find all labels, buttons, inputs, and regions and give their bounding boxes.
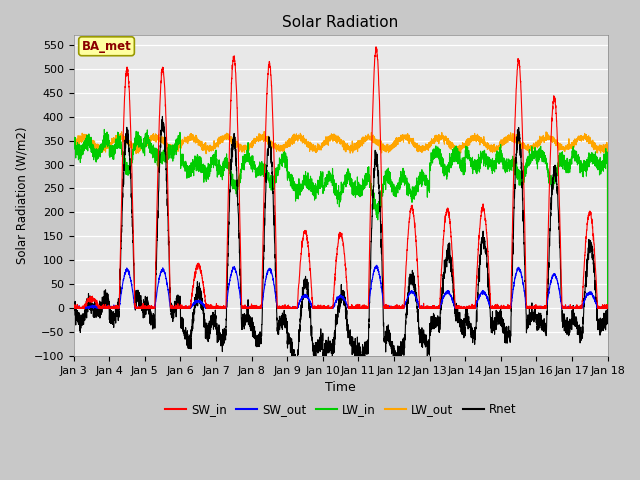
LW_in (100, 127, 108, 132)
Line: SW_in: SW_in (74, 47, 607, 308)
Rnet (321, 348, 328, 354)
SW_in (604, 305, 611, 311)
SW_out (431, 304, 438, 310)
Text: BA_met: BA_met (82, 40, 131, 53)
LW_out (603, 145, 611, 151)
SW_in (431, 305, 438, 311)
SW_in (70, 305, 77, 311)
X-axis label: Time: Time (325, 381, 356, 394)
SW_out (166, 298, 173, 303)
Rnet (166, 288, 173, 294)
Rnet (159, 114, 166, 120)
Rnet (491, 331, 499, 337)
LW_out (431, 138, 438, 144)
LW_out (321, 139, 328, 144)
Rnet (70, 307, 77, 313)
Y-axis label: Solar Radiation (W/m2): Solar Radiation (W/m2) (15, 127, 28, 264)
SW_out (321, 305, 328, 311)
LW_in (460, 167, 468, 172)
LW_out (491, 149, 499, 155)
SW_in (372, 44, 380, 50)
SW_in (321, 303, 328, 309)
SW_out (460, 305, 468, 311)
LW_out (604, 305, 611, 311)
SW_in (603, 301, 611, 307)
Line: SW_out: SW_out (74, 265, 607, 308)
LW_in (604, 305, 611, 311)
SW_in (460, 305, 468, 311)
Line: LW_in: LW_in (74, 130, 607, 308)
LW_in (70, 141, 77, 146)
Line: Rnet: Rnet (74, 117, 607, 370)
LW_in (321, 180, 328, 186)
SW_out (70, 305, 78, 311)
Rnet (460, 334, 468, 340)
LW_in (491, 160, 499, 166)
SW_in (491, 303, 499, 309)
SW_out (604, 305, 611, 311)
LW_out (260, 129, 268, 134)
LW_out (70, 139, 77, 145)
LW_in (166, 155, 173, 161)
SW_out (604, 305, 611, 311)
Line: LW_out: LW_out (74, 132, 607, 308)
LW_in (603, 160, 611, 166)
Rnet (431, 318, 438, 324)
Legend: SW_in, SW_out, LW_in, LW_out, Rnet: SW_in, SW_out, LW_in, LW_out, Rnet (160, 398, 521, 420)
Title: Solar Radiation: Solar Radiation (282, 15, 399, 30)
SW_out (70, 304, 77, 310)
Rnet (293, 367, 301, 373)
Rnet (604, 310, 611, 316)
SW_in (166, 264, 173, 270)
LW_out (166, 143, 173, 148)
SW_out (491, 305, 499, 311)
LW_out (460, 144, 468, 150)
SW_out (373, 263, 381, 268)
LW_in (431, 149, 438, 155)
Rnet (604, 305, 611, 311)
